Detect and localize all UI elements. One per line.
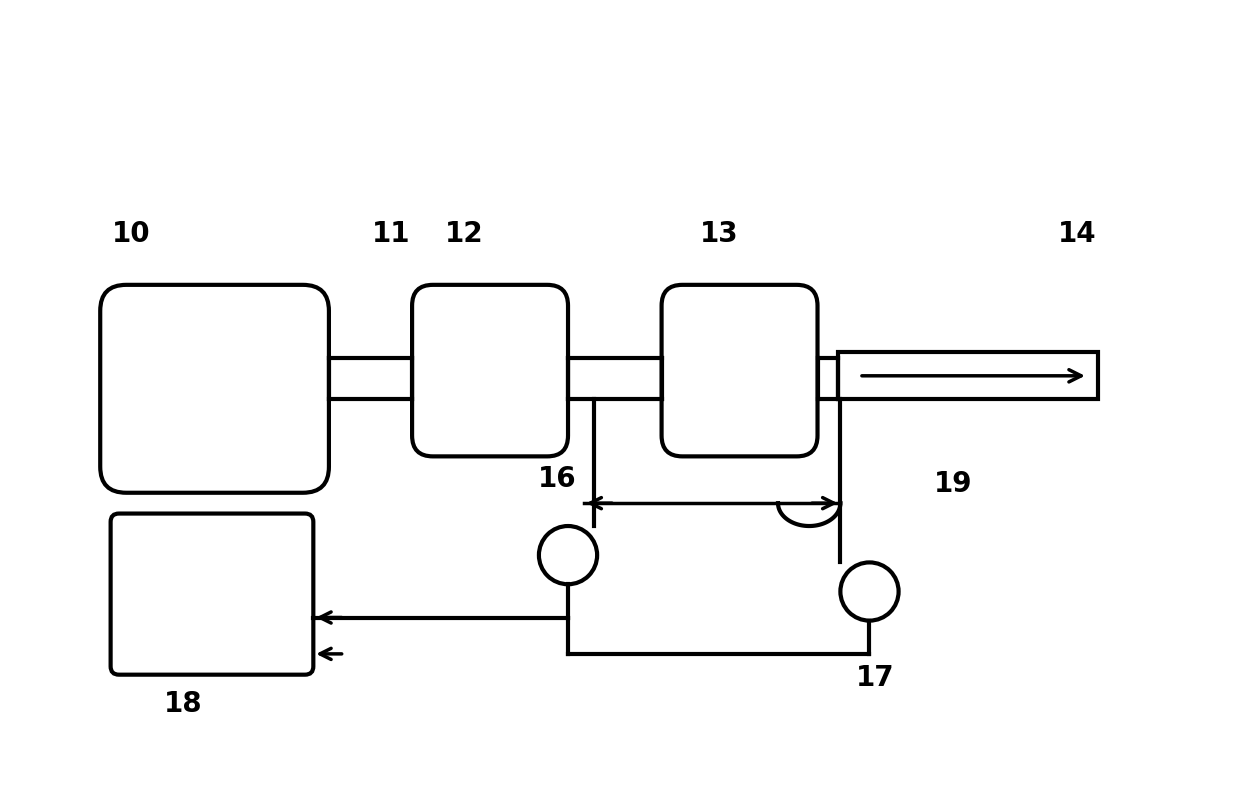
Text: 13: 13	[699, 221, 738, 248]
FancyBboxPatch shape	[412, 284, 568, 456]
Text: 19: 19	[934, 470, 972, 498]
Circle shape	[539, 526, 598, 584]
Text: 12: 12	[445, 221, 484, 248]
Text: 11: 11	[372, 221, 410, 248]
FancyBboxPatch shape	[100, 284, 329, 492]
Text: 16: 16	[538, 465, 577, 492]
Text: 10: 10	[112, 221, 151, 248]
Text: 18: 18	[164, 690, 202, 719]
Text: 14: 14	[1058, 221, 1096, 248]
Circle shape	[841, 563, 899, 621]
Text: 17: 17	[856, 664, 894, 693]
Bar	[838, 352, 1099, 400]
FancyBboxPatch shape	[110, 514, 314, 675]
FancyBboxPatch shape	[662, 284, 817, 456]
